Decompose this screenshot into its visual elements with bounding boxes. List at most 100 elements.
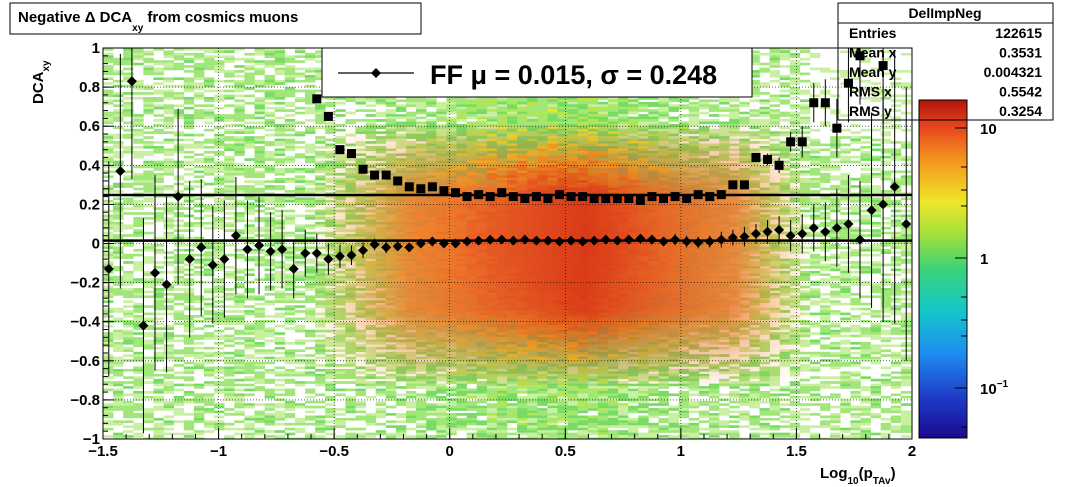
mean-point [473, 235, 484, 246]
sigma-point [566, 192, 576, 202]
sigma-point [809, 98, 819, 108]
mean-point [774, 224, 785, 235]
mean-point [115, 166, 126, 177]
sigma-point [370, 170, 380, 180]
sigma-point [555, 190, 565, 200]
sigma-point [751, 152, 761, 162]
sigma-point [601, 194, 611, 204]
stats-label: RMS x [849, 84, 892, 100]
sigma-point [416, 184, 426, 194]
mean-point [334, 251, 345, 262]
y-tick-label: −0.6 [70, 353, 100, 370]
x-tick-label: −0.5 [319, 443, 349, 460]
sigma-point [763, 154, 773, 164]
y-tick-label: 0.8 [79, 79, 100, 96]
mean-point [207, 260, 218, 271]
sigma-point [624, 194, 634, 204]
y-axis-label: DCAxy [30, 60, 52, 104]
sigma-point [705, 192, 715, 202]
mean-point [762, 226, 773, 237]
mean-point [670, 234, 681, 245]
fit-lines [103, 193, 912, 242]
sigma-point [774, 160, 784, 170]
y-tick-label: −0.8 [70, 392, 100, 409]
profile-points [103, 48, 912, 434]
sigma-point [589, 194, 599, 204]
sigma-point [855, 51, 865, 61]
mean-point [311, 248, 322, 259]
mean-point [612, 235, 623, 246]
mean-point [381, 242, 392, 253]
x-tick-label: 2 [908, 443, 916, 460]
sigma-point [346, 149, 356, 159]
mean-point [196, 242, 207, 253]
mean-point [126, 76, 137, 87]
sigma-point [508, 192, 518, 202]
colorbar [918, 99, 968, 439]
x-tick-label: 0 [446, 443, 454, 460]
mean-point [254, 240, 265, 251]
sigma-point [670, 192, 680, 202]
mean-point [623, 234, 634, 245]
sigma-point [474, 190, 484, 200]
sigma-point [323, 111, 333, 121]
x-axis-label: Log10(pTAv) [820, 465, 896, 487]
stats-value: 0.3531 [999, 45, 1042, 61]
sigma-point [578, 192, 588, 202]
mean-point [150, 267, 161, 278]
mean-point [242, 244, 253, 255]
mean-point [103, 263, 114, 274]
sigma-point [659, 194, 669, 204]
x-tick-label: 1 [677, 443, 685, 460]
stats-box [837, 2, 1054, 121]
mean-point [358, 245, 369, 256]
mean-point [658, 236, 669, 247]
stats-value: 0.004321 [984, 64, 1043, 80]
stats-label: Mean x [849, 45, 897, 61]
mean-point [693, 237, 704, 248]
stats-label: Mean y [849, 64, 897, 80]
sigma-point [843, 78, 853, 88]
sigma-point [450, 188, 460, 198]
y-tick-label: −0.4 [70, 314, 100, 331]
mean-point [462, 236, 473, 247]
y-tick-label: 1 [92, 40, 100, 57]
mean-point [161, 279, 172, 290]
sigma-point [693, 190, 703, 200]
mean-point [450, 238, 461, 249]
mean-point [646, 234, 657, 245]
mean-point [843, 218, 854, 229]
sigma-point [393, 176, 403, 186]
stats-rows: Entries 122615 Mean x 0.3531 Mean y 0.004321 R… [849, 25, 1042, 119]
mean-point [866, 205, 877, 216]
sigma-point [335, 145, 345, 155]
title-box [9, 2, 422, 35]
mean-point [277, 244, 288, 255]
mean-point [265, 246, 276, 257]
y-tick-label: 0 [92, 236, 100, 253]
mean-point [288, 263, 299, 274]
mean-point [716, 234, 727, 245]
mean-point [727, 232, 738, 243]
sigma-point [832, 123, 842, 133]
sigma-point [635, 195, 645, 205]
chart-title: Negative Δ DCAxy from cosmics muons [18, 9, 298, 34]
mean-point [785, 230, 796, 241]
sigma-point [462, 192, 472, 202]
colorbar-tick-10: 10 [980, 121, 997, 138]
y-tick-label: 0.6 [79, 118, 100, 135]
sigma-point [520, 194, 530, 204]
legend-text: FF μ = 0.015, σ = 0.248 [430, 60, 717, 90]
mean-point [300, 248, 311, 259]
sigma-point [878, 61, 888, 71]
mean-point [230, 230, 241, 241]
sigma-point [716, 190, 726, 200]
mean-point [173, 191, 184, 202]
mean-point [138, 320, 149, 331]
sigma-point [797, 137, 807, 147]
mean-point [438, 238, 449, 249]
mean-point [704, 236, 715, 247]
mean-point [589, 235, 600, 246]
x-tick-label: 0.5 [555, 443, 576, 460]
